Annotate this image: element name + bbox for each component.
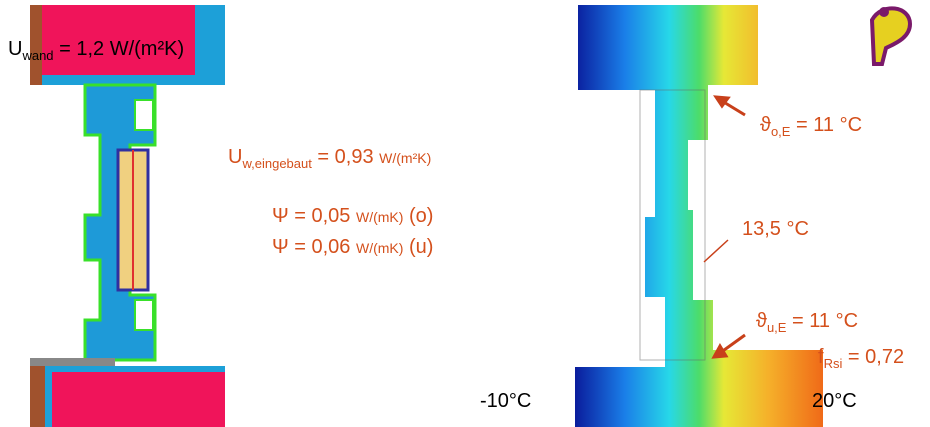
f-rsi: fRsi = 0,72 [818,346,904,371]
text-part: W/(mK) [356,240,403,256]
text-part: o,E [771,124,791,139]
text-part: wand [22,48,53,63]
inside-temp: 20°C [812,390,857,413]
psi-top: Ψ = 0,05 W/(mK) (o) [272,205,433,228]
theta-bottom: ϑu,E = 11 °C [756,310,858,335]
text-part: (u) [409,236,433,258]
text-part: = 11 °C [792,310,858,332]
psi-bottom: Ψ = 0,06 W/(mK) (u) [272,236,433,259]
text-part: Rsi [824,356,843,371]
text-part: W/(m²K) [379,150,431,166]
text-part: W/(mK) [356,209,403,225]
text-part: u,E [767,320,787,335]
text-part: = 0,93 [317,146,373,168]
text-part: ϑ [756,310,767,332]
text-part: Ψ = 0,05 [272,205,350,227]
window-section [30,5,225,427]
text-part: U [228,146,242,168]
u-wall-label: Uwand = 1,2 W/(m²K) [8,38,184,63]
u-window-label: Uw,eingebaut = 0,93 W/(m²K) [228,146,431,171]
text-part: U [8,38,22,60]
middle-temp: 13,5 °C [742,218,809,241]
logo [872,7,910,64]
thermal-image [575,5,823,427]
text-part: (o) [409,205,433,227]
text-part: Ψ = 0,06 [272,236,350,258]
text-part: = 11 °C [796,114,862,136]
text-part: w,eingebaut [242,156,311,171]
slide: Uwand = 1,2 W/(m²K) Uw,eingebaut = 0,93 … [0,0,930,427]
text-part: = 1,2 W/(m²K) [59,38,184,60]
text-part: ϑ [760,114,771,136]
outside-temp: -10°C [480,390,531,413]
theta-top: ϑo,E = 11 °C [760,114,862,139]
text-part: = 0,72 [848,346,904,368]
figures [0,0,930,427]
